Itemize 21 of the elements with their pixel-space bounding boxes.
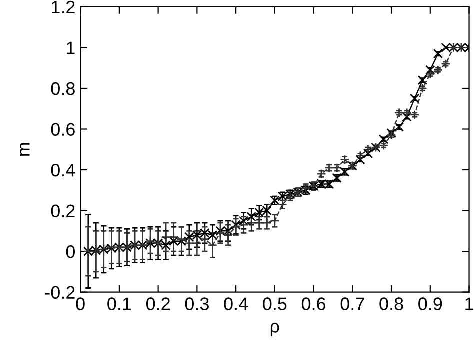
y-tick-label: 0.6 (51, 123, 75, 136)
y-tick-label: 1 (67, 42, 75, 54)
y-axis-title: m (20, 143, 30, 156)
x-tick-label: 0.4 (224, 298, 248, 310)
x-tick-label: 0.6 (302, 298, 326, 310)
y-tick-label: 0.2 (51, 204, 75, 218)
x-tick-label: 0.9 (418, 298, 442, 310)
x-tick-label: 0.8 (380, 298, 404, 310)
y-tick-label: 1.2 (52, 0, 75, 14)
x-tick-label: 0.3 (185, 298, 209, 310)
x-tick-label: 0 (76, 298, 85, 310)
x-tick-label: 0.1 (108, 298, 132, 310)
x-tick-label: 0.2 (146, 298, 170, 310)
y-tick-label: -0.2 (45, 286, 75, 300)
x-tick-label: 0.5 (263, 298, 287, 310)
x-axis-title: ρ (270, 322, 280, 336)
y-tick-label: 0 (66, 245, 76, 258)
x-tick-label: 0.7 (340, 298, 364, 310)
x-tick-label: 1 (466, 298, 474, 310)
y-tick-label: 0.8 (51, 82, 75, 96)
y-tick-label: 0.4 (51, 164, 76, 177)
